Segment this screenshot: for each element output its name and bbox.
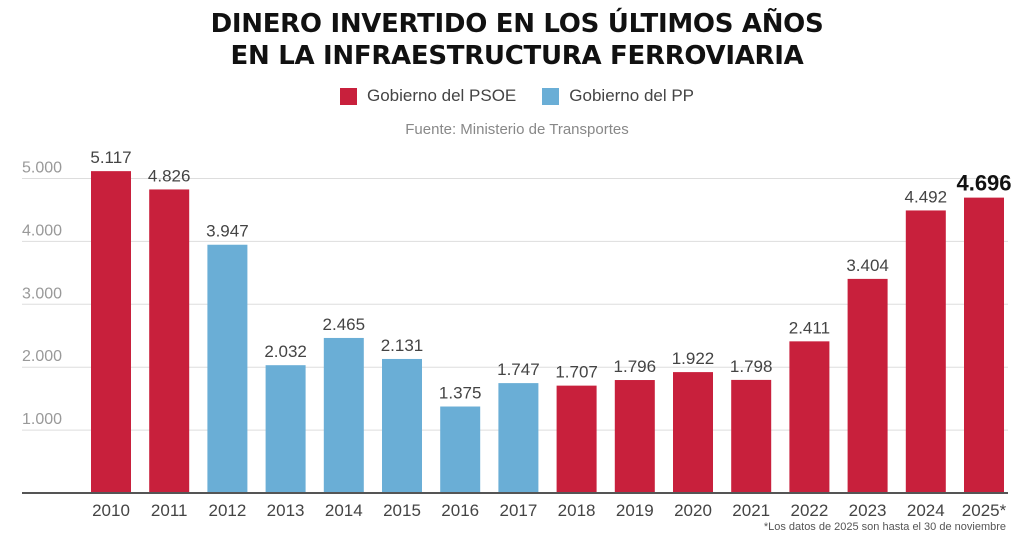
x-tick-label-2023: 2023 (849, 501, 887, 520)
bar-2012 (207, 244, 248, 493)
value-label-2022: 2.411 (789, 318, 830, 337)
legend-swatch-pp (542, 87, 560, 105)
x-tick-label-2014: 2014 (325, 501, 363, 520)
bar-2011 (149, 189, 190, 494)
legend-item-pp: Gobierno del PP (542, 86, 694, 106)
x-tick-label-2022: 2022 (790, 501, 828, 520)
footnote: *Los datos de 2025 son hasta el 30 de no… (763, 521, 1006, 533)
y-tick-label: 1.000 (22, 411, 62, 428)
x-tick-label-2021: 2021 (732, 501, 770, 520)
value-label-2013: 2.032 (264, 342, 307, 361)
legend-label-psoe: Gobierno del PSOE (366, 86, 517, 105)
x-tick-label-2025*: 2025* (962, 501, 1007, 520)
value-label-2011: 4.826 (148, 166, 191, 185)
legend-item-psoe: Gobierno del PSOE (339, 86, 517, 106)
value-label-2019: 1.796 (614, 357, 657, 376)
x-tick-label-2015: 2015 (383, 501, 421, 520)
bar-2023 (847, 278, 888, 493)
value-label-2015: 2.131 (381, 336, 424, 355)
x-tick-label-2019: 2019 (616, 501, 654, 520)
legend-swatch-psoe (339, 87, 357, 105)
y-tick-label: 2.000 (22, 348, 62, 365)
x-tick-label-2011: 2011 (151, 501, 188, 520)
value-label-2021: 1.798 (730, 357, 773, 376)
bar-2021 (731, 379, 772, 493)
legend-label-pp: Gobierno del PP (569, 86, 695, 105)
value-label-2012: 3.947 (206, 222, 249, 241)
legend: Gobierno del PSOE Gobierno del PP (0, 86, 1034, 106)
x-tick-label-2012: 2012 (208, 501, 246, 520)
value-label-2020: 1.922 (672, 349, 715, 368)
x-tick-label-2016: 2016 (441, 501, 479, 520)
y-tick-label: 3.000 (22, 285, 62, 302)
value-label-2014: 2.465 (323, 315, 366, 334)
value-label-2016: 1.375 (439, 384, 482, 403)
chart-title: DINERO INVERTIDO EN LOS ÚLTIMOS AÑOS EN … (0, 8, 1034, 72)
bar-2022 (789, 341, 830, 493)
x-tick-label-2010: 2010 (92, 501, 130, 520)
x-tick-label-2013: 2013 (267, 501, 305, 520)
chart-title-line-2: EN LA INFRAESTRUCTURA FERROVIARIA (230, 41, 804, 71)
value-label-2024: 4.492 (905, 187, 948, 206)
value-label-2017: 1.747 (497, 360, 540, 379)
bar-2017 (498, 383, 539, 493)
source-note: Fuente: Ministerio de Transportes (405, 121, 629, 138)
bar-2020 (673, 372, 713, 493)
x-tick-label-2020: 2020 (674, 501, 712, 520)
value-label-2023: 3.404 (846, 256, 889, 275)
x-tick-label-2024: 2024 (907, 501, 945, 520)
bar-2018 (556, 385, 597, 493)
bar-2025* (964, 197, 1004, 494)
bar-2019 (614, 380, 655, 493)
bar-2016 (440, 406, 481, 493)
x-tick-label-2018: 2018 (558, 501, 596, 520)
value-label-2018: 1.707 (555, 363, 598, 382)
bar-2013 (265, 365, 306, 493)
value-label-2010: 5.117 (90, 148, 131, 167)
y-tick-label: 4.000 (22, 222, 62, 239)
value-label-2025*: 4.696 (956, 171, 1011, 196)
x-tick-label-2017: 2017 (499, 501, 537, 520)
bar-2015 (382, 358, 422, 493)
y-tick-label: 5.000 (22, 160, 62, 177)
chart-title-line-1: DINERO INVERTIDO EN LOS ÚLTIMOS AÑOS (210, 9, 824, 39)
bar-2014 (323, 337, 364, 493)
bar-2024 (905, 210, 946, 494)
bar-2010 (91, 171, 131, 494)
